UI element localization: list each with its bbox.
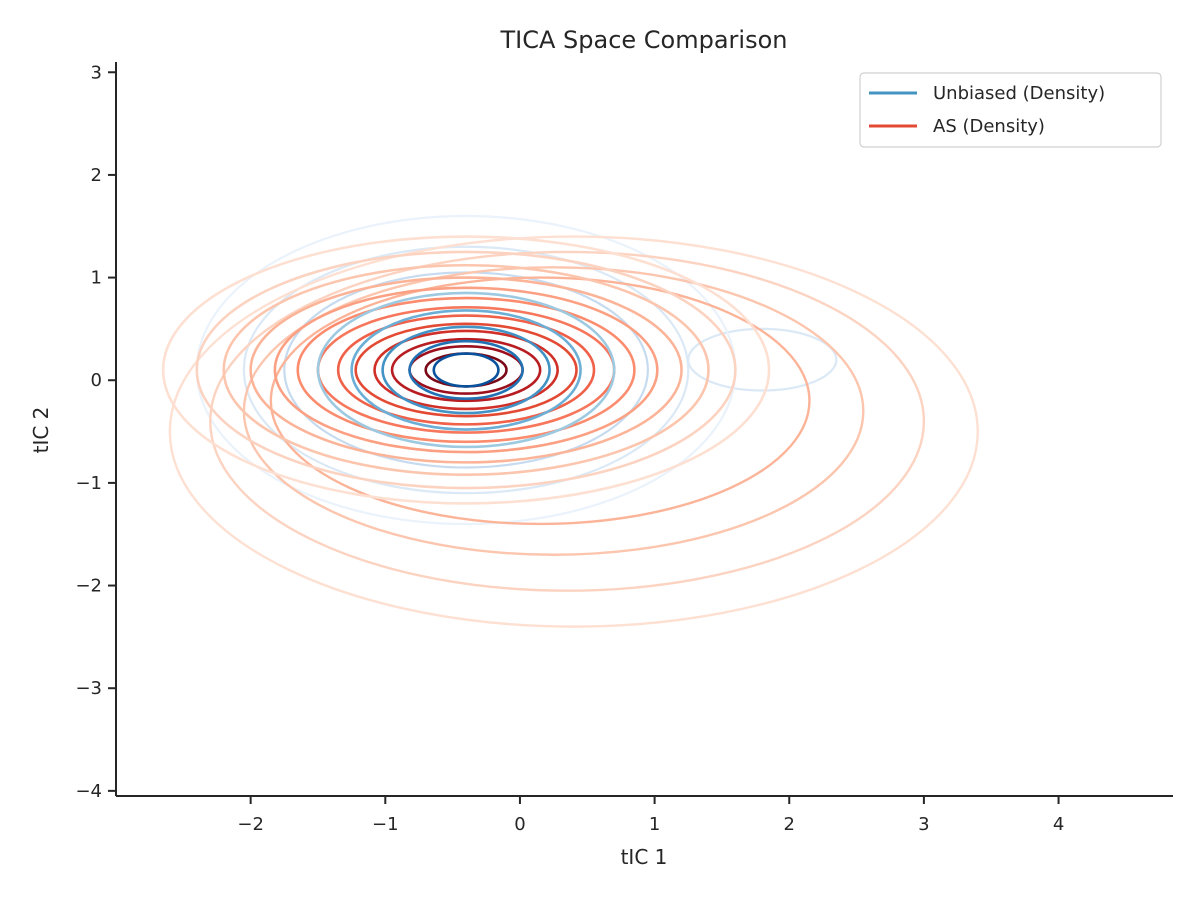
plot-area	[161, 214, 979, 628]
y-ticks: −4 −3 −2 −1 0 1 2 3	[75, 62, 116, 802]
x-tick-label: 4	[1053, 814, 1064, 835]
as-outer-contour	[269, 276, 811, 526]
unbiased-secondary-contour	[687, 327, 838, 392]
legend: Unbiased (Density) AS (Density)	[859, 72, 1162, 148]
as-contour	[390, 337, 542, 403]
unbiased-contour	[432, 352, 500, 388]
unbiased-contour	[408, 339, 524, 401]
as-contour	[249, 276, 683, 464]
unbiased-contour	[242, 245, 690, 495]
as-contour	[354, 322, 578, 418]
as-contour	[161, 235, 771, 505]
x-tick-label: 3	[918, 814, 929, 835]
y-tick-label: −1	[75, 473, 102, 494]
x-axis-label: tIC 1	[621, 845, 668, 869]
x-tick-label: 0	[514, 814, 525, 835]
unbiased-contour	[316, 291, 616, 449]
x-tick-label: 1	[649, 814, 660, 835]
as-contour	[373, 329, 559, 411]
as-contour	[424, 352, 508, 388]
as-contour	[195, 250, 737, 490]
legend-label-as: AS (Density)	[933, 116, 1045, 137]
legend-label-unbiased: Unbiased (Density)	[933, 83, 1105, 104]
y-tick-label: 1	[91, 268, 102, 289]
y-tick-label: 2	[91, 165, 102, 186]
y-tick-label: −3	[75, 678, 102, 699]
as-contour	[222, 263, 710, 476]
unbiased-contour	[350, 309, 582, 431]
unbiased-contour	[381, 325, 551, 415]
y-axis-label: tIC 2	[29, 407, 53, 454]
as-outer-contour	[209, 250, 926, 592]
y-tick-label: −2	[75, 576, 102, 597]
as-contour	[296, 296, 636, 444]
x-tick-label: −1	[372, 814, 399, 835]
y-tick-label: 3	[91, 62, 102, 83]
as-contour	[336, 314, 596, 426]
x-tick-label: 2	[784, 814, 795, 835]
legend-box	[859, 72, 1162, 148]
y-tick-label: −4	[75, 781, 102, 802]
x-tick-label: −2	[237, 814, 264, 835]
as-outer-contour	[168, 235, 979, 628]
y-tick-label: 0	[91, 370, 102, 391]
x-ticks: −2 −1 0 1 2 3 4	[237, 796, 1064, 835]
chart-title: TICA Space Comparison	[499, 26, 787, 54]
as-contour	[273, 286, 659, 454]
